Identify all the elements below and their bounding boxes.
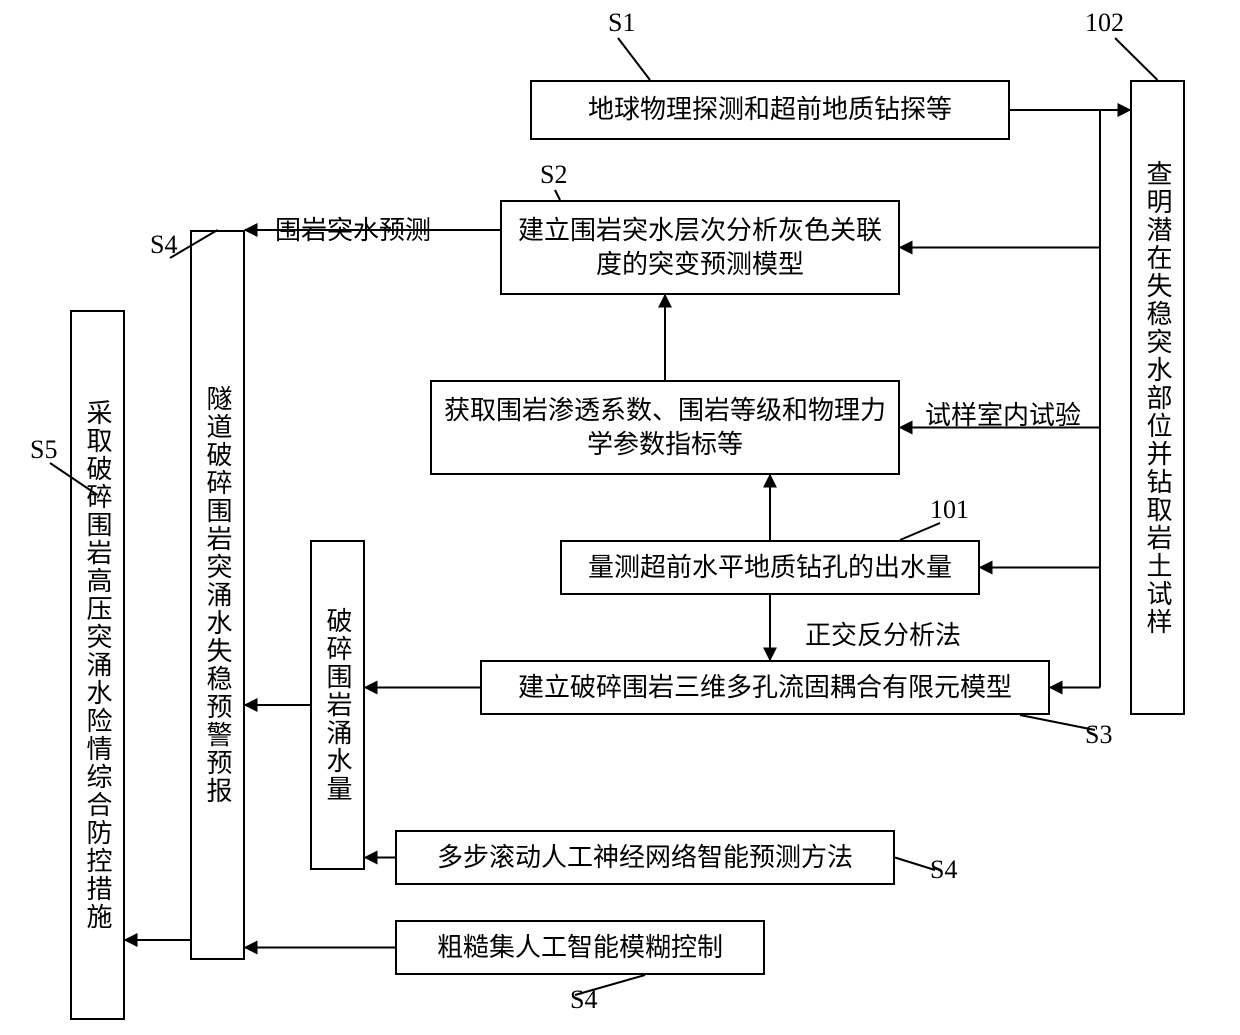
tag-s4-mid: S4 bbox=[930, 855, 957, 885]
tag-s2: S2 bbox=[540, 160, 567, 190]
tag-s5: S5 bbox=[30, 435, 57, 465]
vbox-measures: 采取破碎围岩高压突涌水险情综合防控措施 bbox=[70, 310, 125, 1020]
edge-label-labtest: 试样室内试验 bbox=[925, 395, 1081, 432]
tag-102: 102 bbox=[1085, 8, 1124, 38]
vbox-sample: 查明潜在失稳突水部位并钻取岩土试样 bbox=[1130, 80, 1185, 715]
tag-s4-bot: S4 bbox=[570, 985, 597, 1015]
box-water-measure: 量测超前水平地质钻孔的出水量 bbox=[560, 540, 980, 595]
tag-s1: S1 bbox=[608, 8, 635, 38]
vbox-quantity: 破碎围岩涌水量 bbox=[310, 540, 365, 870]
tag-101: 101 bbox=[930, 495, 969, 525]
tag-s4-top: S4 bbox=[150, 230, 177, 260]
box-rock-params: 获取围岩渗透系数、围岩等级和物理力学参数指标等 bbox=[430, 380, 900, 475]
box-s2-prediction-model: 建立围岩突水层次分析灰色关联度的突变预测模型 bbox=[500, 200, 900, 295]
box-fem-model: 建立破碎围岩三维多孔流固耦合有限元模型 bbox=[480, 660, 1050, 715]
box-fuzzy-control: 粗糙集人工智能模糊控制 bbox=[395, 920, 765, 975]
edge-label-ortho: 正交反分析法 bbox=[805, 615, 961, 652]
edge-label-predict: 围岩突水预测 bbox=[275, 210, 431, 247]
box-neural-network: 多步滚动人工神经网络智能预测方法 bbox=[395, 830, 895, 885]
vbox-warning: 隧道破碎围岩突涌水失稳预警预报 bbox=[190, 230, 245, 960]
tag-s3: S3 bbox=[1085, 720, 1112, 750]
box-s1-geophysics: 地球物理探测和超前地质钻探等 bbox=[530, 80, 1010, 140]
